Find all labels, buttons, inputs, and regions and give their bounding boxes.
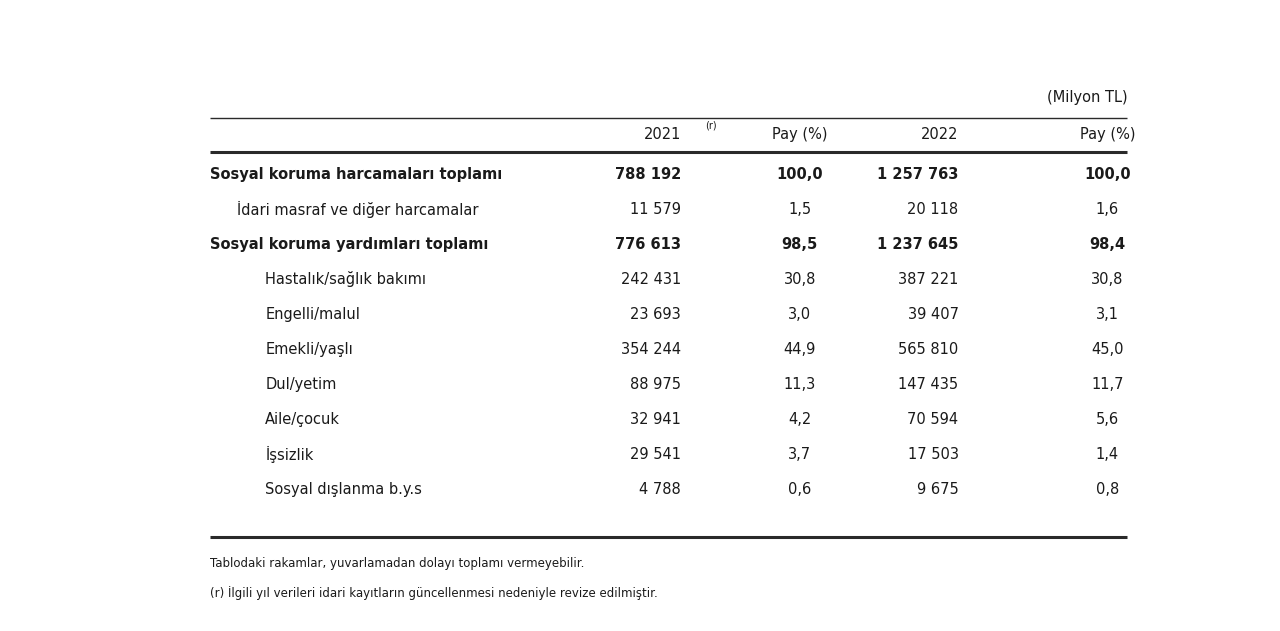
- Text: Tablodaki rakamlar, yuvarlamadan dolayı toplamı vermeyebilir.: Tablodaki rakamlar, yuvarlamadan dolayı …: [210, 557, 584, 570]
- Text: Emekli/yaşlı: Emekli/yaşlı: [265, 341, 353, 357]
- Text: 29 541: 29 541: [630, 447, 681, 462]
- Text: 88 975: 88 975: [630, 377, 681, 392]
- Text: (r): (r): [705, 121, 717, 130]
- Text: 3,1: 3,1: [1096, 307, 1119, 322]
- Text: 11,3: 11,3: [783, 377, 815, 392]
- Text: 98,4: 98,4: [1089, 237, 1125, 252]
- Text: 1,5: 1,5: [788, 202, 812, 216]
- Text: 30,8: 30,8: [1091, 272, 1124, 286]
- Text: 776 613: 776 613: [614, 237, 681, 252]
- Text: 9 675: 9 675: [916, 481, 959, 497]
- Text: 11,7: 11,7: [1091, 377, 1124, 392]
- Text: Sosyal koruma harcamaları toplamı: Sosyal koruma harcamaları toplamı: [210, 167, 502, 182]
- Text: Hastalık/sağlık bakımı: Hastalık/sağlık bakımı: [265, 271, 426, 287]
- Text: 387 221: 387 221: [899, 272, 959, 286]
- Text: 23 693: 23 693: [630, 307, 681, 322]
- Text: 565 810: 565 810: [899, 341, 959, 357]
- Text: 0,6: 0,6: [788, 481, 812, 497]
- Text: 2022: 2022: [922, 127, 959, 141]
- Text: 3,7: 3,7: [788, 447, 812, 462]
- Text: Engelli/malul: Engelli/malul: [265, 307, 360, 322]
- Text: Pay (%): Pay (%): [772, 127, 828, 141]
- Text: 20 118: 20 118: [908, 202, 959, 216]
- Text: 3,0: 3,0: [788, 307, 812, 322]
- Text: 44,9: 44,9: [783, 341, 817, 357]
- Text: Sosyal koruma yardımları toplamı: Sosyal koruma yardımları toplamı: [210, 237, 488, 252]
- Text: 30,8: 30,8: [783, 272, 817, 286]
- Text: 147 435: 147 435: [899, 377, 959, 392]
- Text: 98,5: 98,5: [782, 237, 818, 252]
- Text: Sosyal dışlanma b.y.s: Sosyal dışlanma b.y.s: [265, 481, 422, 497]
- Text: 2021: 2021: [644, 127, 681, 141]
- Text: (Milyon TL): (Milyon TL): [1047, 90, 1128, 105]
- Text: 4 788: 4 788: [639, 481, 681, 497]
- Text: 100,0: 100,0: [1084, 167, 1130, 182]
- Text: 39 407: 39 407: [908, 307, 959, 322]
- Text: 1,4: 1,4: [1096, 447, 1119, 462]
- Text: 45,0: 45,0: [1091, 341, 1124, 357]
- Text: 1,6: 1,6: [1096, 202, 1119, 216]
- Text: 1 257 763: 1 257 763: [877, 167, 959, 182]
- Text: 17 503: 17 503: [908, 447, 959, 462]
- Text: (r) İlgili yıl verileri idari kayıtların güncellenmesi nedeniyle revize edilmişt: (r) İlgili yıl verileri idari kayıtların…: [210, 586, 658, 600]
- Text: 70 594: 70 594: [908, 411, 959, 427]
- Text: Aile/çocuk: Aile/çocuk: [265, 411, 340, 427]
- Text: 354 244: 354 244: [621, 341, 681, 357]
- Text: 4,2: 4,2: [788, 411, 812, 427]
- Text: 100,0: 100,0: [777, 167, 823, 182]
- Text: İşsizlik: İşsizlik: [265, 445, 314, 463]
- Text: 11 579: 11 579: [630, 202, 681, 216]
- Text: 0,8: 0,8: [1096, 481, 1119, 497]
- Text: 32 941: 32 941: [630, 411, 681, 427]
- Text: 242 431: 242 431: [621, 272, 681, 286]
- Text: İdari masraf ve diğer harcamalar: İdari masraf ve diğer harcamalar: [237, 201, 479, 218]
- Text: 788 192: 788 192: [614, 167, 681, 182]
- Text: 5,6: 5,6: [1096, 411, 1119, 427]
- Text: Pay (%): Pay (%): [1079, 127, 1135, 141]
- Text: Dul/yetim: Dul/yetim: [265, 377, 337, 392]
- Text: 1 237 645: 1 237 645: [877, 237, 959, 252]
